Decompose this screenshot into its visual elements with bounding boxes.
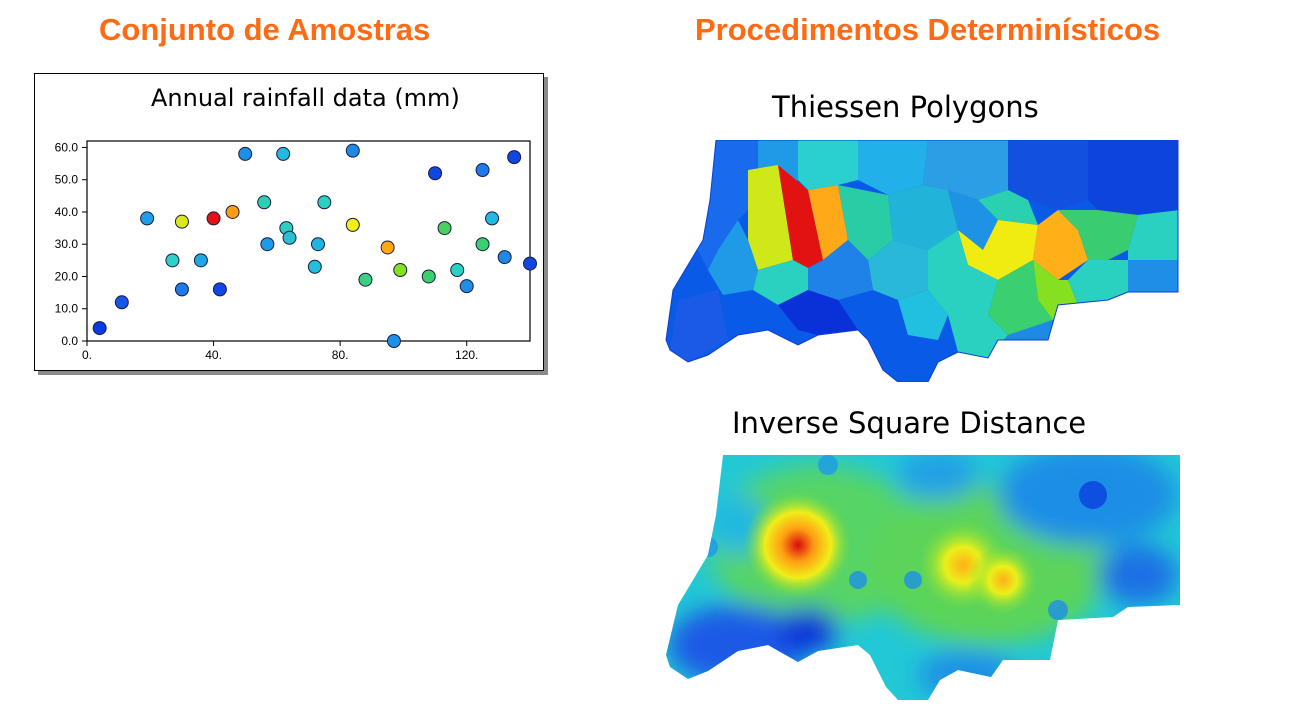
data-point	[345, 217, 360, 232]
data-point	[507, 150, 522, 165]
y-tick-label: 20.0	[55, 269, 79, 283]
data-point	[225, 204, 240, 219]
data-point	[386, 334, 401, 348]
data-point	[437, 221, 452, 236]
isd-title: Inverse Square Distance	[732, 406, 1087, 440]
y-tick-label: 10.0	[55, 302, 79, 316]
data-point	[92, 321, 107, 336]
data-point	[459, 279, 474, 294]
y-tick-label: 60.0	[55, 140, 79, 154]
x-tick-label: 80.	[332, 348, 349, 362]
data-point	[421, 269, 436, 284]
thiessen-title: Thiessen Polygons	[772, 90, 1039, 124]
x-tick-label: 40.	[205, 348, 222, 362]
data-point	[193, 253, 208, 268]
data-point	[475, 237, 490, 252]
y-tick-label: 0.0	[61, 334, 78, 348]
data-point	[174, 214, 189, 229]
data-point	[497, 250, 512, 265]
samples-heading: Conjunto de Amostras	[99, 12, 431, 47]
y-tick-label: 30.0	[55, 237, 79, 251]
thiessen-polygons-map	[665, 140, 1179, 382]
data-point	[206, 211, 221, 226]
thiessen-outline	[665, 140, 1179, 382]
data-point	[174, 282, 189, 297]
data-point	[260, 237, 275, 252]
data-point	[165, 253, 180, 268]
data-point	[380, 240, 395, 255]
isd-surface	[666, 455, 1180, 700]
plot-area-border	[86, 140, 531, 342]
thiessen-cells	[666, 140, 1178, 382]
chart-title: Annual rainfall data (mm)	[151, 84, 460, 112]
x-tick-label: 0.	[82, 348, 92, 362]
data-point	[523, 256, 537, 271]
data-point	[450, 263, 465, 278]
data-point	[282, 230, 297, 245]
deterministic-heading: Procedimentos Determinísticos	[695, 12, 1161, 47]
data-point	[475, 163, 490, 178]
y-tick-label: 50.0	[55, 173, 79, 187]
data-point	[317, 195, 332, 210]
data-point	[212, 282, 227, 297]
data-point	[307, 259, 322, 274]
data-point	[358, 272, 373, 287]
data-point	[485, 211, 500, 226]
inverse-square-distance-map	[666, 455, 1180, 700]
data-point	[140, 211, 155, 226]
data-point	[393, 263, 408, 278]
data-point	[257, 195, 272, 210]
data-point	[345, 143, 360, 158]
data-point	[428, 166, 443, 181]
data-point	[310, 237, 325, 252]
data-point	[238, 146, 253, 161]
x-tick-label: 120.	[455, 348, 478, 362]
y-tick-label: 40.0	[55, 205, 79, 219]
data-point	[114, 295, 129, 310]
data-point	[276, 146, 291, 161]
